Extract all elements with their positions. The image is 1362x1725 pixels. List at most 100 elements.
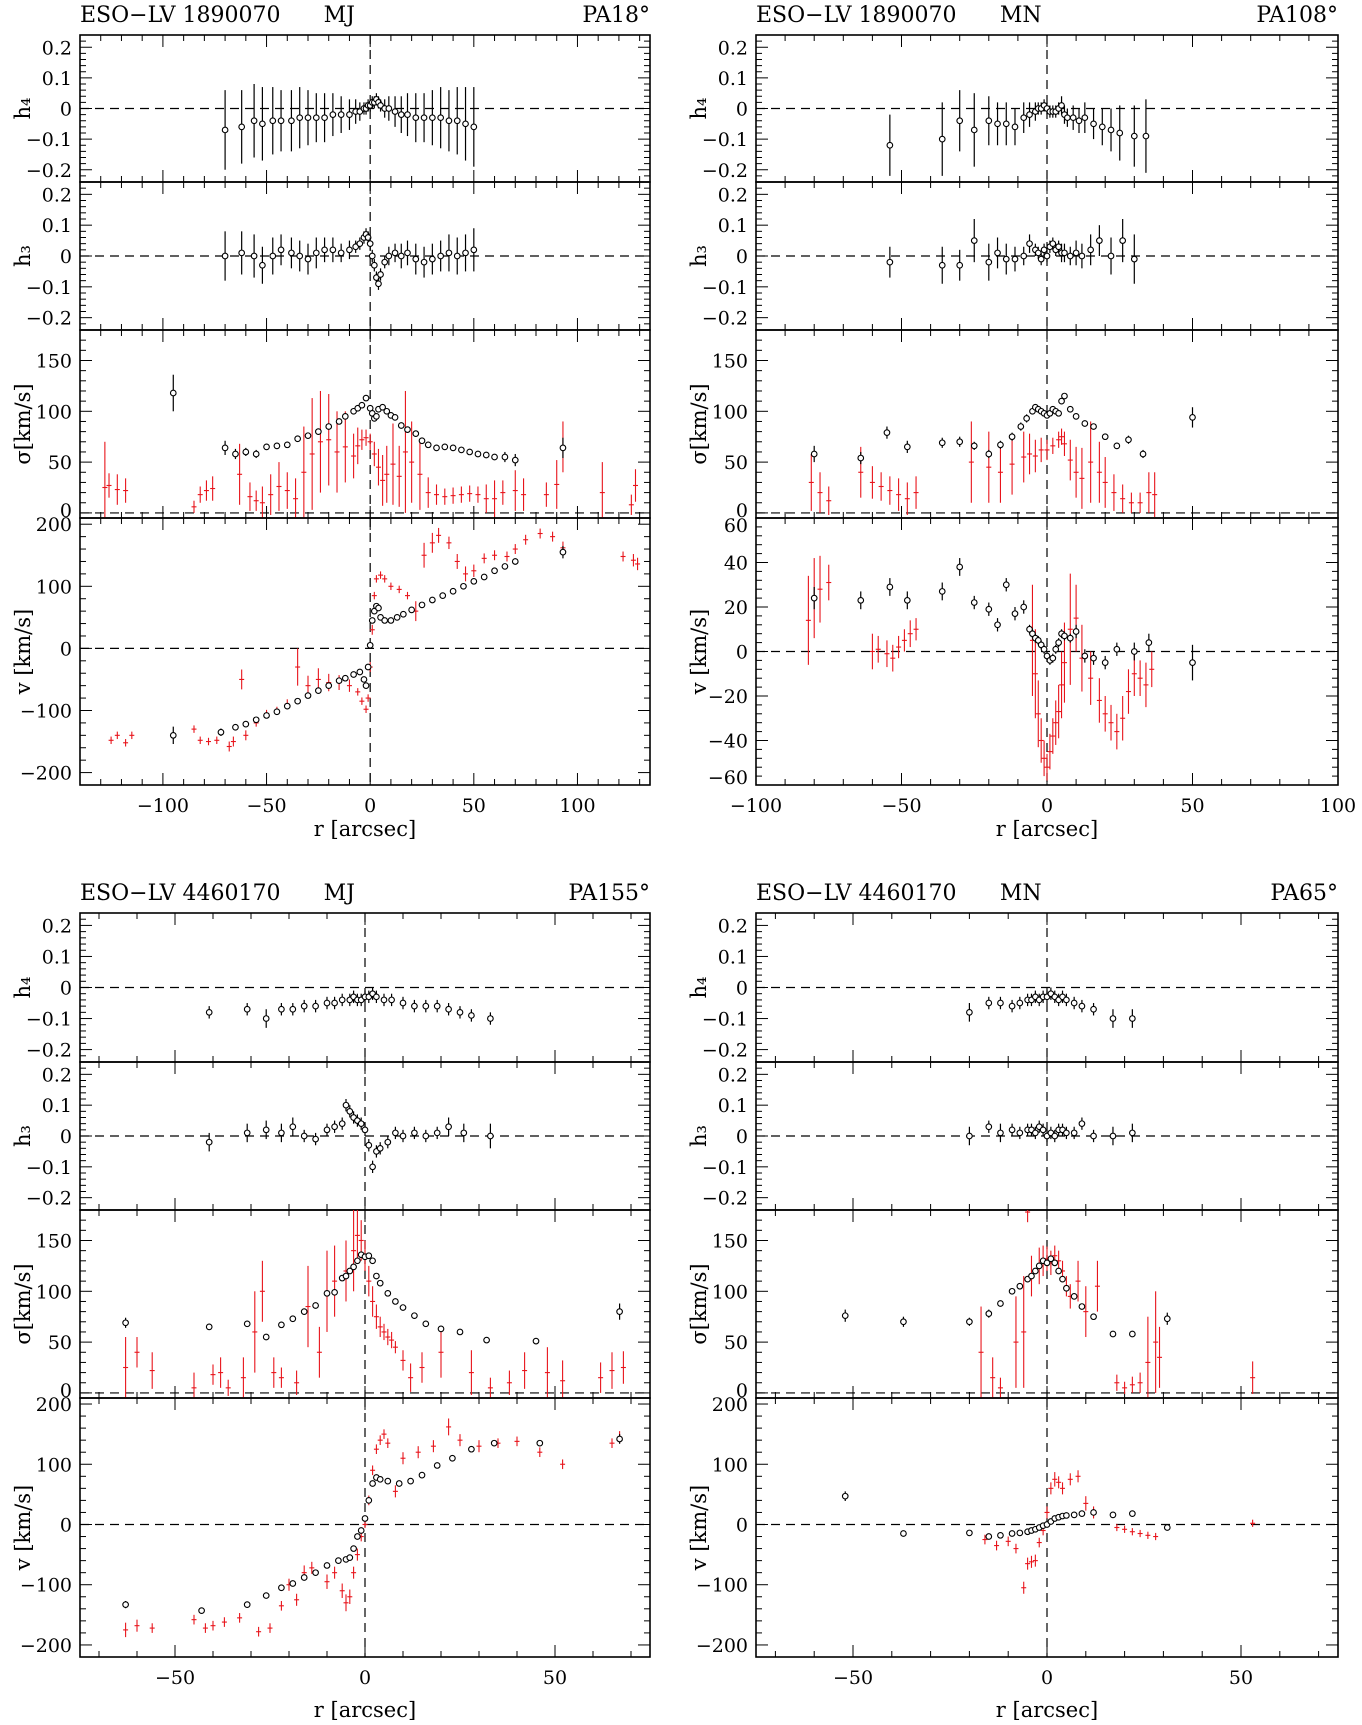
panel-1-h4-star-point: [312, 93, 320, 143]
panel-2-vel-star-marker: [1189, 659, 1196, 666]
panel-2-sigma-star-point: [903, 440, 911, 453]
panel-3-sigma-gas-point: [385, 1328, 391, 1346]
panel-3-vel-star-marker: [407, 1477, 414, 1485]
panel-4-sigma-star-point: [1032, 1267, 1039, 1275]
panel-4-vel-gas-point: [994, 1540, 1000, 1551]
panel-1-sigma-star-point: [412, 430, 420, 438]
panel-1-h4-star-marker: [437, 114, 445, 122]
panel-3-vel-gas-point: [324, 1574, 330, 1589]
panel-2-vel-star-point: [1081, 649, 1089, 663]
panel-2-sigma-gas-point: [997, 441, 1003, 503]
panel-1-vel-star-marker: [393, 613, 401, 621]
panel-4-sigma-star-marker: [966, 1318, 973, 1326]
panel-2-h3-star-marker: [1107, 252, 1115, 260]
panel-2-h4-star-point: [886, 114, 894, 176]
panel-3-vel-gas-point: [415, 1446, 421, 1459]
panel-3-vel-star-marker: [323, 1562, 331, 1569]
panel-3-vel-ylabel: v [km/s]: [11, 1485, 35, 1571]
panel-3-h3-star-marker: [376, 1144, 384, 1152]
panel-4-sigma-gas-point: [978, 1306, 984, 1398]
panel-1-h3-star-point: [321, 237, 328, 263]
panel-1-vel-star-marker: [375, 604, 382, 612]
panel-3-h4-star-marker: [388, 996, 395, 1004]
panel-2-vel-star-point: [994, 618, 1001, 632]
panel-1-vel-star-point: [480, 573, 488, 581]
panel-4-h4-star-point: [966, 1003, 973, 1022]
panel-1-h3-star-point: [329, 237, 337, 263]
panel-1-vel-gas-point: [446, 536, 452, 550]
panel-1-sigma-star-point: [304, 432, 312, 440]
panel-1-sigma-gas-point: [380, 454, 386, 506]
panel-1-vel-gas-point: [355, 688, 361, 696]
panel-1-vel-star-point: [429, 596, 436, 604]
panel-4-vel-star-marker: [985, 1533, 993, 1540]
panel-3-vel-star-marker: [289, 1580, 297, 1587]
panel-1-vel-star-marker: [242, 720, 250, 728]
panel-1-sigma-gas-point: [326, 394, 332, 486]
panel-1-vel-gas-point: [504, 551, 510, 562]
panel-1-h3-star-marker: [470, 246, 478, 254]
panel-1-sigma-star-point: [169, 374, 177, 412]
panel-2-sigma-gas-point: [1128, 492, 1134, 513]
panel-3-h4-ytick-label: −0.2: [26, 1040, 72, 1062]
panel-2-vel-ytick-label: −40: [708, 731, 748, 753]
panel-2-vel-gas-point: [907, 620, 913, 648]
panel-3-h3-star-point: [399, 1129, 407, 1143]
panel-3-sigma-gas-point: [271, 1357, 277, 1388]
panel-4-xlabel: r [arcsec]: [996, 1698, 1098, 1722]
panel-3-vel-gas-point: [381, 1429, 387, 1439]
panel-1-sigma-gas-point: [342, 411, 348, 483]
panel-1-sigma-star-marker: [404, 426, 411, 433]
panel-4-h3-star-point: [1039, 1123, 1047, 1136]
panel-2-vel-gas-point: [913, 618, 919, 641]
panel-3-h3-star-marker: [361, 1126, 369, 1134]
panel-1-h4-star-marker: [269, 117, 277, 125]
panel-1-vel-star-marker: [362, 682, 370, 690]
panel-3-h4-star-point: [323, 996, 331, 1010]
panel-4-vel-star-point: [1090, 1509, 1097, 1516]
panel-1-h3-star-marker: [337, 249, 345, 257]
panel-1-sigma-ytick-label: 0: [60, 500, 72, 522]
panel-3-h3-star-marker: [289, 1123, 297, 1131]
panel-1-vel-gas-point: [359, 697, 365, 705]
panel-1-h4-star-point: [304, 90, 312, 146]
panel-4-vel-ylabel: v [km/s]: [687, 1485, 711, 1571]
panel-3-sigma-star-point: [300, 1308, 308, 1315]
panel-2-h4-star-marker: [956, 117, 964, 125]
panel-2-h4-ytick-label: −0.1: [702, 129, 748, 151]
panel-3-h4-star-marker: [331, 999, 338, 1007]
panel-1-h4-star-point: [259, 87, 266, 161]
panel-1-sigma-ylabel: σ[km/s]: [11, 383, 35, 464]
panel-4-h4-star-point: [985, 996, 993, 1010]
panel-2-h3-star-marker: [1072, 249, 1080, 257]
panel-2-vel-gas-point: [1137, 660, 1143, 696]
panel-2-sigma-star-marker: [1189, 414, 1196, 421]
panel-1-vel-star-marker: [387, 617, 395, 624]
panel-3-vel-gas-point: [149, 1623, 155, 1633]
panel-1-h4-star-point: [250, 84, 258, 158]
panel-3-h3-star-point: [262, 1120, 270, 1140]
panel-2-h4-star-marker: [1026, 111, 1033, 118]
panel-4-sigma-gas-point: [1137, 1372, 1143, 1393]
panel-3-h3-star-marker: [331, 1123, 338, 1131]
panel-2-xtick-label: 100: [1320, 795, 1356, 817]
panel-1-h4-star-marker: [385, 105, 393, 112]
panel-1-sigma-star-marker: [474, 450, 482, 458]
panel-3-sigma-gas-point: [487, 1377, 493, 1398]
panel-1-h4-ytick-label: 0: [60, 99, 72, 121]
panel-4-h4-star-marker: [1109, 1015, 1117, 1022]
panel-2-sigma-gas-point: [1152, 472, 1158, 517]
panel-1-h4-star-point: [420, 93, 428, 143]
panel-2-vel-star-point: [886, 578, 894, 596]
panel-1-sigma-star-marker: [373, 413, 380, 420]
panel-1-sigma-gas-point: [425, 477, 431, 508]
panel-2-h4-star-marker: [1142, 132, 1150, 140]
panel-2-h3-star-point: [1107, 237, 1115, 275]
panel-2-h4-star-marker: [1081, 114, 1089, 122]
panel-1-vel-gas-point: [191, 725, 197, 733]
panel-3-xtick-label: 50: [543, 1667, 567, 1689]
panel-3-vel-star-point: [354, 1533, 361, 1540]
panel-2-vel-star-point: [857, 591, 865, 610]
panel-2-sigma-gas-point: [1146, 472, 1152, 513]
panel-3-galaxy-label: ESO−LV 4460170: [80, 881, 280, 906]
